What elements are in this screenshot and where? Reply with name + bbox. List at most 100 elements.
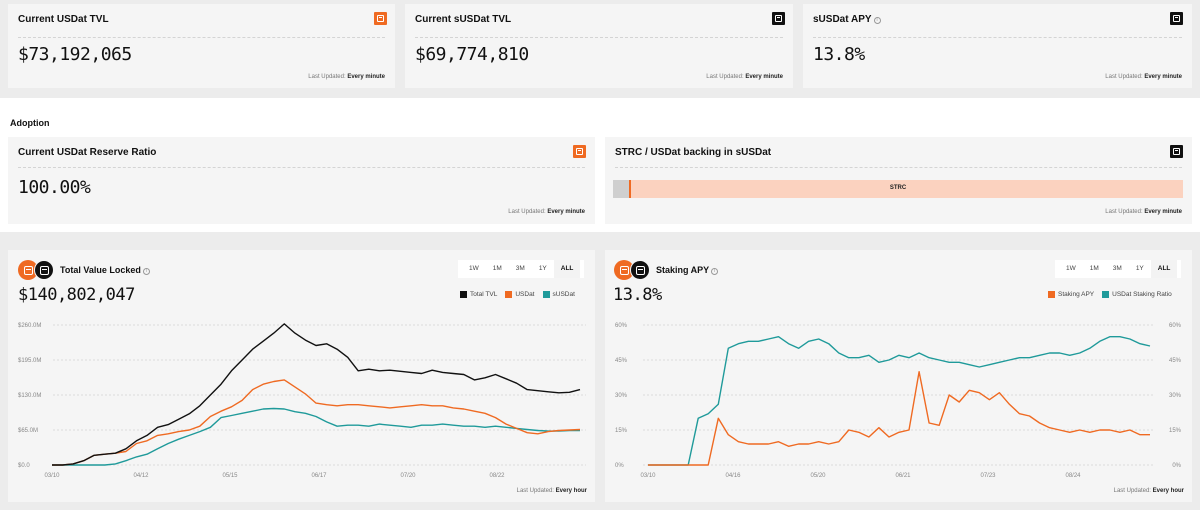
y-tick-label: $0.0 [18,463,30,469]
apy-range-selector: 1W 1M 3M 1Y ALL [1055,260,1182,278]
y-tick-label-right: 45% [1169,358,1182,364]
updated-value: Every minute [1144,209,1182,215]
info-icon[interactable]: i [711,268,719,275]
x-tick-label: 03/10 [44,473,60,479]
range-all[interactable]: ALL [1150,260,1178,278]
legend-label: Staking APY [1058,291,1095,298]
series-line [52,379,581,466]
usdat-logo-icon [614,260,634,280]
range-1w[interactable]: 1W [469,265,479,272]
range-1y[interactable]: 1Y [1135,265,1144,272]
legend-usdat[interactable]: USDat [505,291,535,298]
card-title: sUSDat APY i [813,14,881,25]
apy-chart-plot[interactable]: 60% 60% 45% 45% 30% 30% 15% 15% 0% 0% 03/10 04/16 05… [605,313,1192,498]
legend-label: USDat Staking Ratio [1112,291,1172,298]
legend-staking-ratio[interactable]: USDat Staking Ratio [1102,291,1172,298]
y-tick-label-right: 0% [1172,463,1181,469]
legend-staking-apy[interactable]: Staking APY [1048,291,1094,298]
updated-prefix: Last Updated: [706,74,744,80]
divider [18,37,385,38]
updated-prefix: Last Updated: [1105,209,1143,215]
legend-susdat[interactable]: sUSDat [542,291,575,298]
tvl-chart-plot[interactable]: $260.0M $195.0M $130.0M $65.0M $0.0 03/10 04/1… [8,313,595,498]
reserve-ratio-card: Current USDat Reserve Ratio 100.00% Last… [8,137,595,224]
x-tick-label: 05/15 [222,473,238,479]
range-all[interactable]: ALL [553,260,581,278]
updated-value: Every hour [1152,488,1184,494]
susdat-icon [772,12,785,25]
updated-value: Every minute [1144,74,1182,80]
range-3m[interactable]: 3M [515,265,525,272]
last-updated: Last Updated: Every hour [1114,488,1184,494]
info-icon[interactable]: i [142,268,150,275]
y-tick-label: $130.0M [18,393,41,399]
updated-value: Every minute [547,209,585,215]
x-tick-label: 04/12 [133,473,149,479]
card-title: STRC / USDat backing in sUSDat [615,147,772,158]
y-tick-label-right: 15% [1169,428,1182,434]
last-updated: Last Updated: Every minute [1105,209,1182,215]
apy-chart-card [605,250,1192,502]
card-title: Current USDat TVL [18,14,109,25]
info-icon[interactable]: i [873,17,881,24]
range-1m[interactable]: 1M [492,265,502,272]
reserve-ratio-value: 100.00% [18,177,91,198]
card-title: Current sUSDat TVL [415,14,512,25]
strc-label: STRC [889,185,907,191]
y-tick-label: $260.0M [18,323,41,329]
susdat-icon [1170,145,1183,158]
legend-swatch [1048,291,1055,298]
usdat-tvl-value: $73,192,065 [18,44,132,65]
tvl-chart-title: Total Value Locked i [60,265,150,275]
susdat-tvl-value: $69,774,810 [415,44,529,65]
tvl-total-value: $140,802,047 [18,285,135,305]
usdat-segment [613,180,629,198]
last-updated: Last Updated: Every minute [508,209,585,215]
y-tick-label: 15% [615,428,628,434]
tvl-legend: Total TVL USDat sUSDat [460,291,575,298]
legend-label: USDat [515,291,535,298]
x-tick-label: 05/20 [810,473,826,479]
tvl-chart-card [8,250,595,502]
divider [415,37,783,38]
divider [615,167,1182,168]
series-line [52,407,580,466]
usdat-icon [573,145,586,158]
legend-total-tvl[interactable]: Total TVL [460,291,497,298]
susdat-logo-icon [34,260,54,280]
apy-title-text: Staking APY [656,265,710,275]
card-title: Current USDat Reserve Ratio [18,147,157,158]
y-tick-label: $195.0M [18,358,41,364]
x-tick-label: 06/17 [311,473,327,479]
legend-swatch [542,291,550,298]
x-tick-label: 04/16 [725,473,741,479]
x-tick-label: 08/24 [1065,473,1081,479]
apy-legend: Staking APY USDat Staking Ratio [1048,291,1172,298]
range-3m[interactable]: 3M [1112,265,1122,272]
tvl-logos [18,260,54,280]
series-line [52,323,581,466]
susdat-logo-icon [630,260,650,280]
updated-value: Every minute [745,74,783,80]
divider [813,37,1182,38]
apy-chart-title: Staking APY i [656,265,719,275]
adoption-label: Adoption [10,118,50,128]
usdat-icon [374,12,387,25]
usdat-logo-icon [18,260,38,280]
y-tick-label: 60% [615,323,628,329]
apy-logos [614,260,650,280]
y-tick-label: $65.0M [18,428,38,434]
range-1m[interactable]: 1M [1089,265,1099,272]
range-1w[interactable]: 1W [1066,265,1076,272]
tvl-range-selector: 1W 1M 3M 1Y ALL [458,260,585,278]
legend-swatch [1102,291,1110,298]
susdat-apy-value: 13.8% [813,44,865,65]
card-title-text: sUSDat APY [813,14,872,25]
legend-swatch [505,291,513,298]
legend-label: sUSDat [552,291,575,298]
range-1y[interactable]: 1Y [538,265,547,272]
y-tick-label: 30% [615,393,628,399]
strc-backing-bar[interactable]: STRC [613,180,1183,198]
legend-swatch [460,291,467,298]
legend-label: Total TVL [470,291,498,298]
